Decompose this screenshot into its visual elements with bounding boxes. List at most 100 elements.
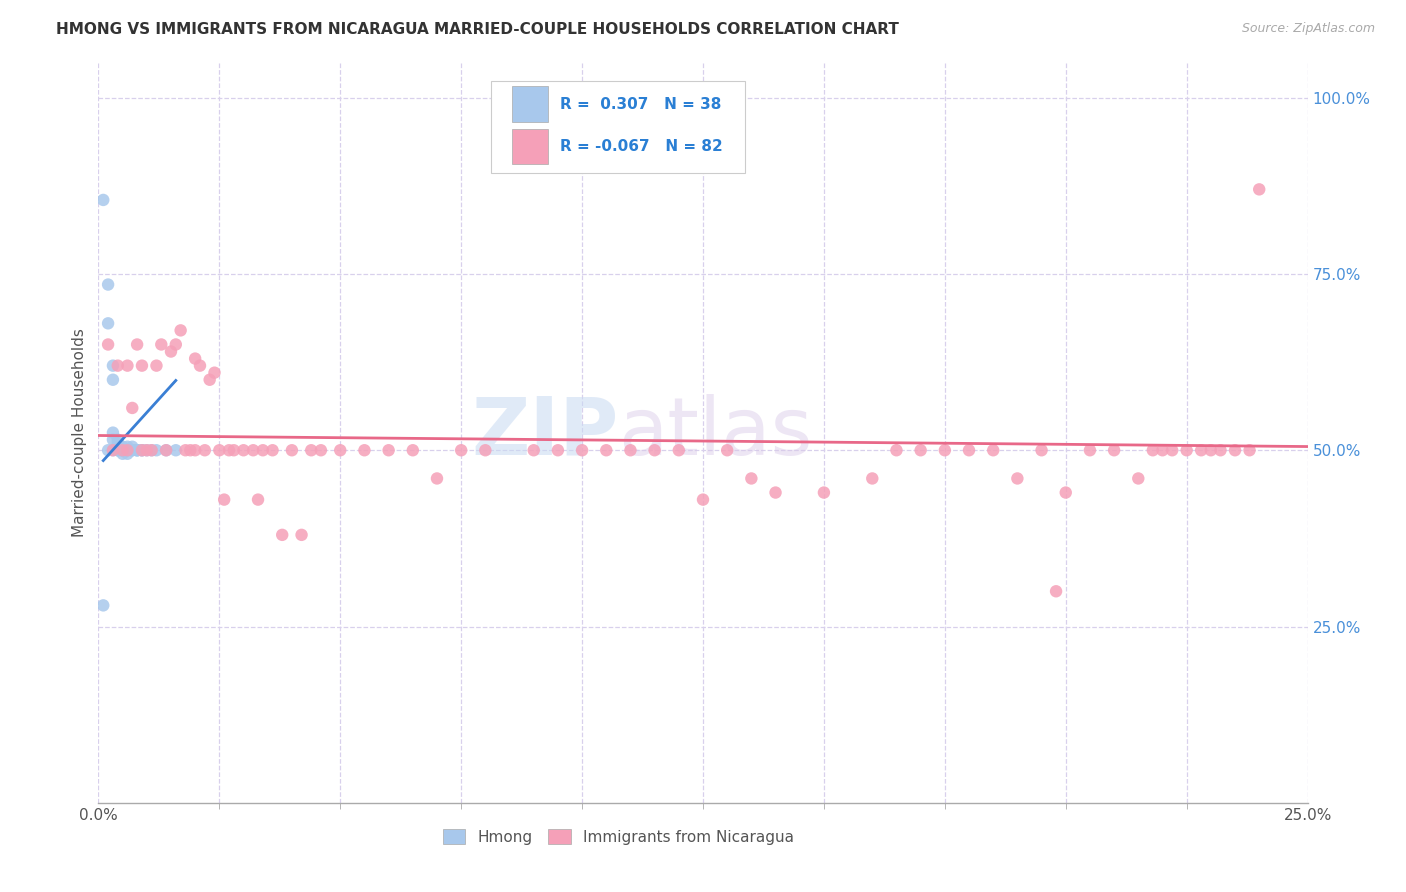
Point [179,443,201,458]
Point [1161,443,1184,458]
Point [165,443,187,458]
Point [271,528,294,542]
Point [212,492,235,507]
FancyBboxPatch shape [512,129,548,164]
Point [426,471,449,485]
Point [127,443,149,458]
Point [111,443,134,458]
Point [117,359,139,373]
Point [165,337,187,351]
Point [619,443,641,458]
Point [934,443,956,458]
Text: R = -0.067   N = 82: R = -0.067 N = 82 [561,139,723,154]
Point [299,443,322,458]
Point [184,443,207,458]
Point [135,443,157,458]
Point [155,443,177,458]
Point [141,443,163,458]
Point [121,401,143,415]
Point [252,443,274,458]
Point [860,471,883,485]
Text: ZIP: ZIP [471,393,619,472]
Point [101,425,124,440]
Point [117,447,139,461]
Point [107,440,129,454]
Point [107,436,129,450]
Point [208,443,231,458]
Point [155,443,177,458]
Point [174,443,197,458]
Point [111,447,134,461]
Point [981,443,1004,458]
Point [281,443,304,458]
Point [107,443,129,458]
Point [813,485,835,500]
Point [910,443,932,458]
Point [1249,182,1271,196]
Point [740,471,762,485]
FancyBboxPatch shape [492,81,745,173]
Y-axis label: Married-couple Households: Married-couple Households [72,328,87,537]
Point [91,599,114,613]
Point [188,359,211,373]
Point [1102,443,1125,458]
Point [117,443,139,458]
Point [1189,443,1212,458]
Point [1054,485,1077,500]
Point [150,337,173,351]
Point [97,337,120,351]
Point [247,492,270,507]
Point [198,373,221,387]
Point [145,359,167,373]
Point [141,443,163,458]
Point [101,433,124,447]
Point [101,359,124,373]
Point [204,366,226,380]
Point [218,443,240,458]
Point [222,443,245,458]
Point [329,443,352,458]
Point [131,443,153,458]
Point [107,359,129,373]
Point [1152,443,1174,458]
Point [644,443,666,458]
Point [121,443,143,458]
Point [765,485,787,500]
Point [1199,443,1222,458]
Point [1223,443,1246,458]
Point [101,443,124,458]
Point [107,433,129,447]
Point [1031,443,1053,458]
Text: R =  0.307   N = 38: R = 0.307 N = 38 [561,96,721,112]
Point [668,443,690,458]
Point [101,373,124,387]
Point [184,351,207,366]
Point [262,443,284,458]
Point [117,443,139,458]
Point [692,492,714,507]
Point [97,443,120,458]
Point [131,443,153,458]
Point [127,337,149,351]
Point [957,443,980,458]
Point [111,443,134,458]
Point [1142,443,1164,458]
Point [127,443,149,458]
Point [523,443,546,458]
Point [309,443,332,458]
Point [290,528,312,542]
Point [117,440,139,454]
Point [1209,443,1232,458]
Point [595,443,617,458]
Point [101,443,124,458]
Point [716,443,738,458]
FancyBboxPatch shape [512,87,548,122]
Point [232,443,254,458]
Point [107,443,129,458]
Point [474,443,496,458]
Point [111,443,134,458]
Point [571,443,593,458]
Point [117,443,139,458]
Point [121,440,143,454]
Point [121,443,143,458]
